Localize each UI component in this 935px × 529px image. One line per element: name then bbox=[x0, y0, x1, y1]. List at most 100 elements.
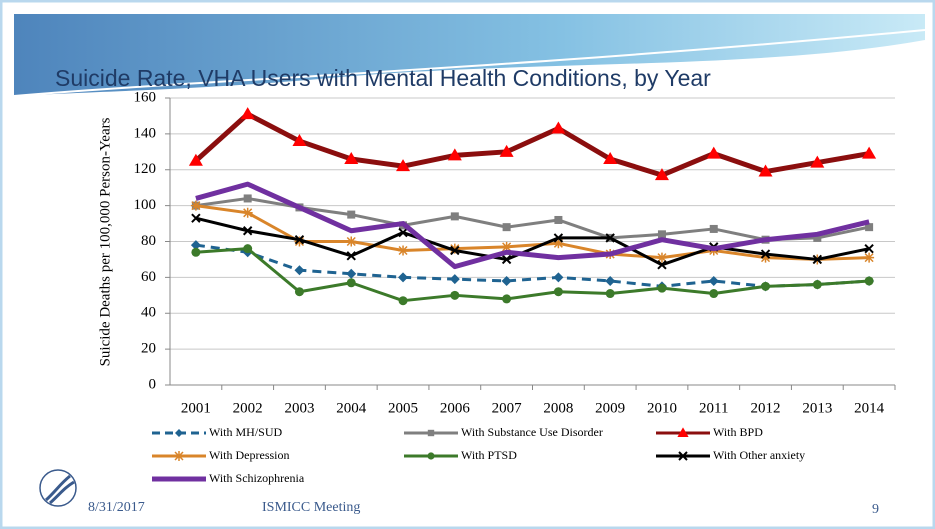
marker bbox=[656, 252, 667, 263]
marker bbox=[243, 194, 252, 203]
y-tick-label: 40 bbox=[141, 305, 156, 321]
marker bbox=[761, 281, 771, 291]
header-wave bbox=[13, 29, 926, 97]
marker bbox=[242, 226, 253, 236]
series-line bbox=[194, 111, 870, 178]
marker bbox=[501, 254, 512, 265]
marker bbox=[447, 148, 462, 161]
marker bbox=[501, 241, 512, 252]
marker bbox=[677, 427, 689, 437]
marker bbox=[427, 452, 435, 460]
legend-marker bbox=[677, 427, 689, 437]
footer-page: 9 bbox=[872, 502, 879, 517]
marker bbox=[346, 278, 356, 288]
marker bbox=[240, 107, 255, 120]
marker bbox=[191, 213, 201, 223]
marker bbox=[553, 287, 563, 297]
chart-title: Suicide Rate, VHA Users with Mental Heal… bbox=[55, 65, 711, 91]
y-tick-label: 60 bbox=[141, 269, 156, 285]
y-tick-label: 160 bbox=[134, 89, 157, 105]
series bbox=[191, 213, 874, 270]
marker bbox=[502, 223, 511, 232]
x-tick-label: 2008 bbox=[543, 400, 573, 416]
footer-date: 8/31/2017 bbox=[88, 500, 145, 515]
marker bbox=[758, 164, 773, 177]
x-tick-label: 2001 bbox=[181, 400, 211, 416]
marker bbox=[864, 252, 875, 263]
x-tick-label: 2009 bbox=[595, 400, 625, 416]
x-tick-label: 2004 bbox=[336, 400, 367, 416]
marker bbox=[294, 265, 305, 276]
legend-label: With MH/SUD bbox=[209, 425, 283, 439]
marker bbox=[709, 289, 719, 299]
series bbox=[188, 107, 877, 181]
marker bbox=[427, 429, 435, 437]
marker bbox=[812, 254, 823, 265]
marker bbox=[709, 224, 718, 233]
logo bbox=[39, 469, 77, 507]
marker bbox=[499, 144, 514, 157]
marker bbox=[605, 233, 615, 243]
marker bbox=[760, 252, 771, 263]
marker bbox=[551, 121, 566, 134]
x-tick-label: 2006 bbox=[440, 400, 471, 416]
x-tick-label: 2002 bbox=[233, 400, 263, 416]
legend-label: With Schizophrenia bbox=[209, 471, 305, 485]
y-tick-label: 140 bbox=[134, 125, 157, 141]
x-tick-label: 2007 bbox=[492, 400, 523, 416]
marker bbox=[294, 287, 304, 297]
x-tick-label: 2010 bbox=[647, 400, 677, 416]
y-tick-label: 80 bbox=[141, 233, 156, 249]
marker bbox=[605, 275, 616, 286]
legend-marker bbox=[427, 452, 435, 460]
marker bbox=[657, 260, 667, 270]
x-tick-label: 2014 bbox=[854, 400, 885, 416]
marker bbox=[657, 283, 667, 293]
marker bbox=[398, 272, 409, 283]
footer-event: ISMICC Meeting bbox=[262, 500, 360, 515]
marker bbox=[190, 240, 201, 251]
marker bbox=[449, 243, 460, 254]
series-line bbox=[195, 216, 870, 267]
marker bbox=[810, 155, 825, 168]
series bbox=[191, 244, 874, 306]
x-tick-label: 2013 bbox=[802, 400, 832, 416]
y-tick-label: 120 bbox=[134, 161, 157, 177]
marker bbox=[398, 245, 409, 256]
x-tick-label: 2012 bbox=[751, 400, 781, 416]
marker bbox=[346, 251, 356, 261]
marker bbox=[243, 244, 253, 254]
marker bbox=[654, 168, 669, 181]
marker bbox=[188, 153, 203, 166]
marker bbox=[294, 234, 305, 245]
marker bbox=[450, 245, 460, 256]
series-line bbox=[195, 247, 870, 303]
legend-label: With Depression bbox=[209, 448, 290, 462]
header-band bbox=[14, 14, 925, 96]
series-line bbox=[195, 181, 870, 270]
marker bbox=[864, 276, 874, 286]
legend-label: With PTSD bbox=[461, 448, 517, 462]
marker bbox=[502, 294, 512, 304]
marker bbox=[760, 249, 771, 259]
legend-marker bbox=[678, 451, 688, 461]
marker bbox=[865, 223, 874, 232]
marker bbox=[605, 289, 615, 299]
marker bbox=[449, 274, 460, 285]
marker bbox=[864, 243, 874, 254]
marker bbox=[554, 215, 563, 224]
marker bbox=[346, 268, 357, 279]
marker bbox=[396, 159, 411, 172]
marker bbox=[678, 451, 688, 461]
marker bbox=[553, 238, 564, 249]
marker bbox=[862, 146, 877, 159]
marker bbox=[708, 275, 719, 286]
marker bbox=[657, 230, 666, 239]
marker bbox=[347, 210, 356, 219]
marker bbox=[242, 207, 253, 218]
y-tick-label: 100 bbox=[134, 197, 157, 213]
marker bbox=[174, 451, 184, 461]
legend-marker bbox=[427, 429, 435, 437]
